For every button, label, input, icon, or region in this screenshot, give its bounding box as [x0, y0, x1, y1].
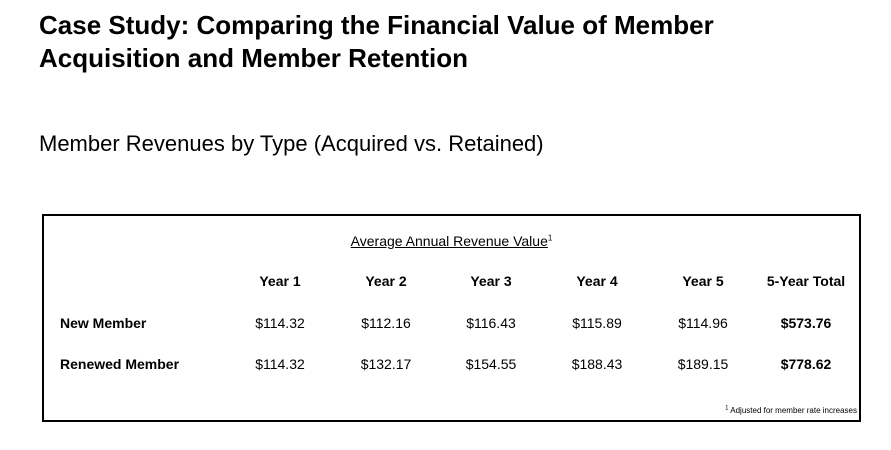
column-header-year-5: Year 5	[682, 273, 724, 289]
table-cell: $114.32	[255, 356, 305, 372]
table-cell: $116.43	[466, 315, 516, 331]
column-header-year-1: Year 1	[259, 273, 301, 289]
row-label-new-member: New Member	[60, 315, 147, 331]
table-heading-text: Average Annual Revenue Value	[350, 233, 548, 249]
table-cell: $154.55	[465, 356, 517, 372]
column-header-year-3: Year 3	[470, 273, 512, 289]
table-cell: $188.43	[571, 356, 623, 372]
table-cell: $189.15	[677, 356, 729, 372]
table-heading-footnote-marker: 1	[547, 233, 553, 243]
section-subtitle: Member Revenues by Type (Acquired vs. Re…	[39, 131, 544, 156]
revenue-table-box: Average Annual Revenue Value1 Year 1 Yea…	[42, 214, 861, 422]
page-title: Case Study: Comparing the Financial Valu…	[39, 10, 714, 73]
footnote: 1 Adjusted for member rate increases	[725, 405, 857, 416]
column-header-year-2: Year 2	[365, 273, 407, 289]
column-header-year-4: Year 4	[576, 273, 618, 289]
table-cell: $114.96	[678, 315, 728, 331]
table-cell: $115.89	[572, 315, 622, 331]
column-header-5-year-total: 5-Year Total	[766, 273, 846, 289]
table-cell-total: $573.76	[780, 315, 832, 331]
table-cell: $114.32	[255, 315, 305, 331]
table-cell: $132.17	[360, 356, 412, 372]
table-cell-total: $778.62	[780, 356, 832, 372]
footnote-text: Adjusted for member rate increases	[730, 406, 857, 415]
row-label-renewed-member: Renewed Member	[60, 356, 180, 372]
table-heading: Average Annual Revenue Value1	[44, 232, 859, 250]
footnote-marker: 1	[725, 405, 729, 412]
table-cell: $112.16	[361, 315, 411, 331]
